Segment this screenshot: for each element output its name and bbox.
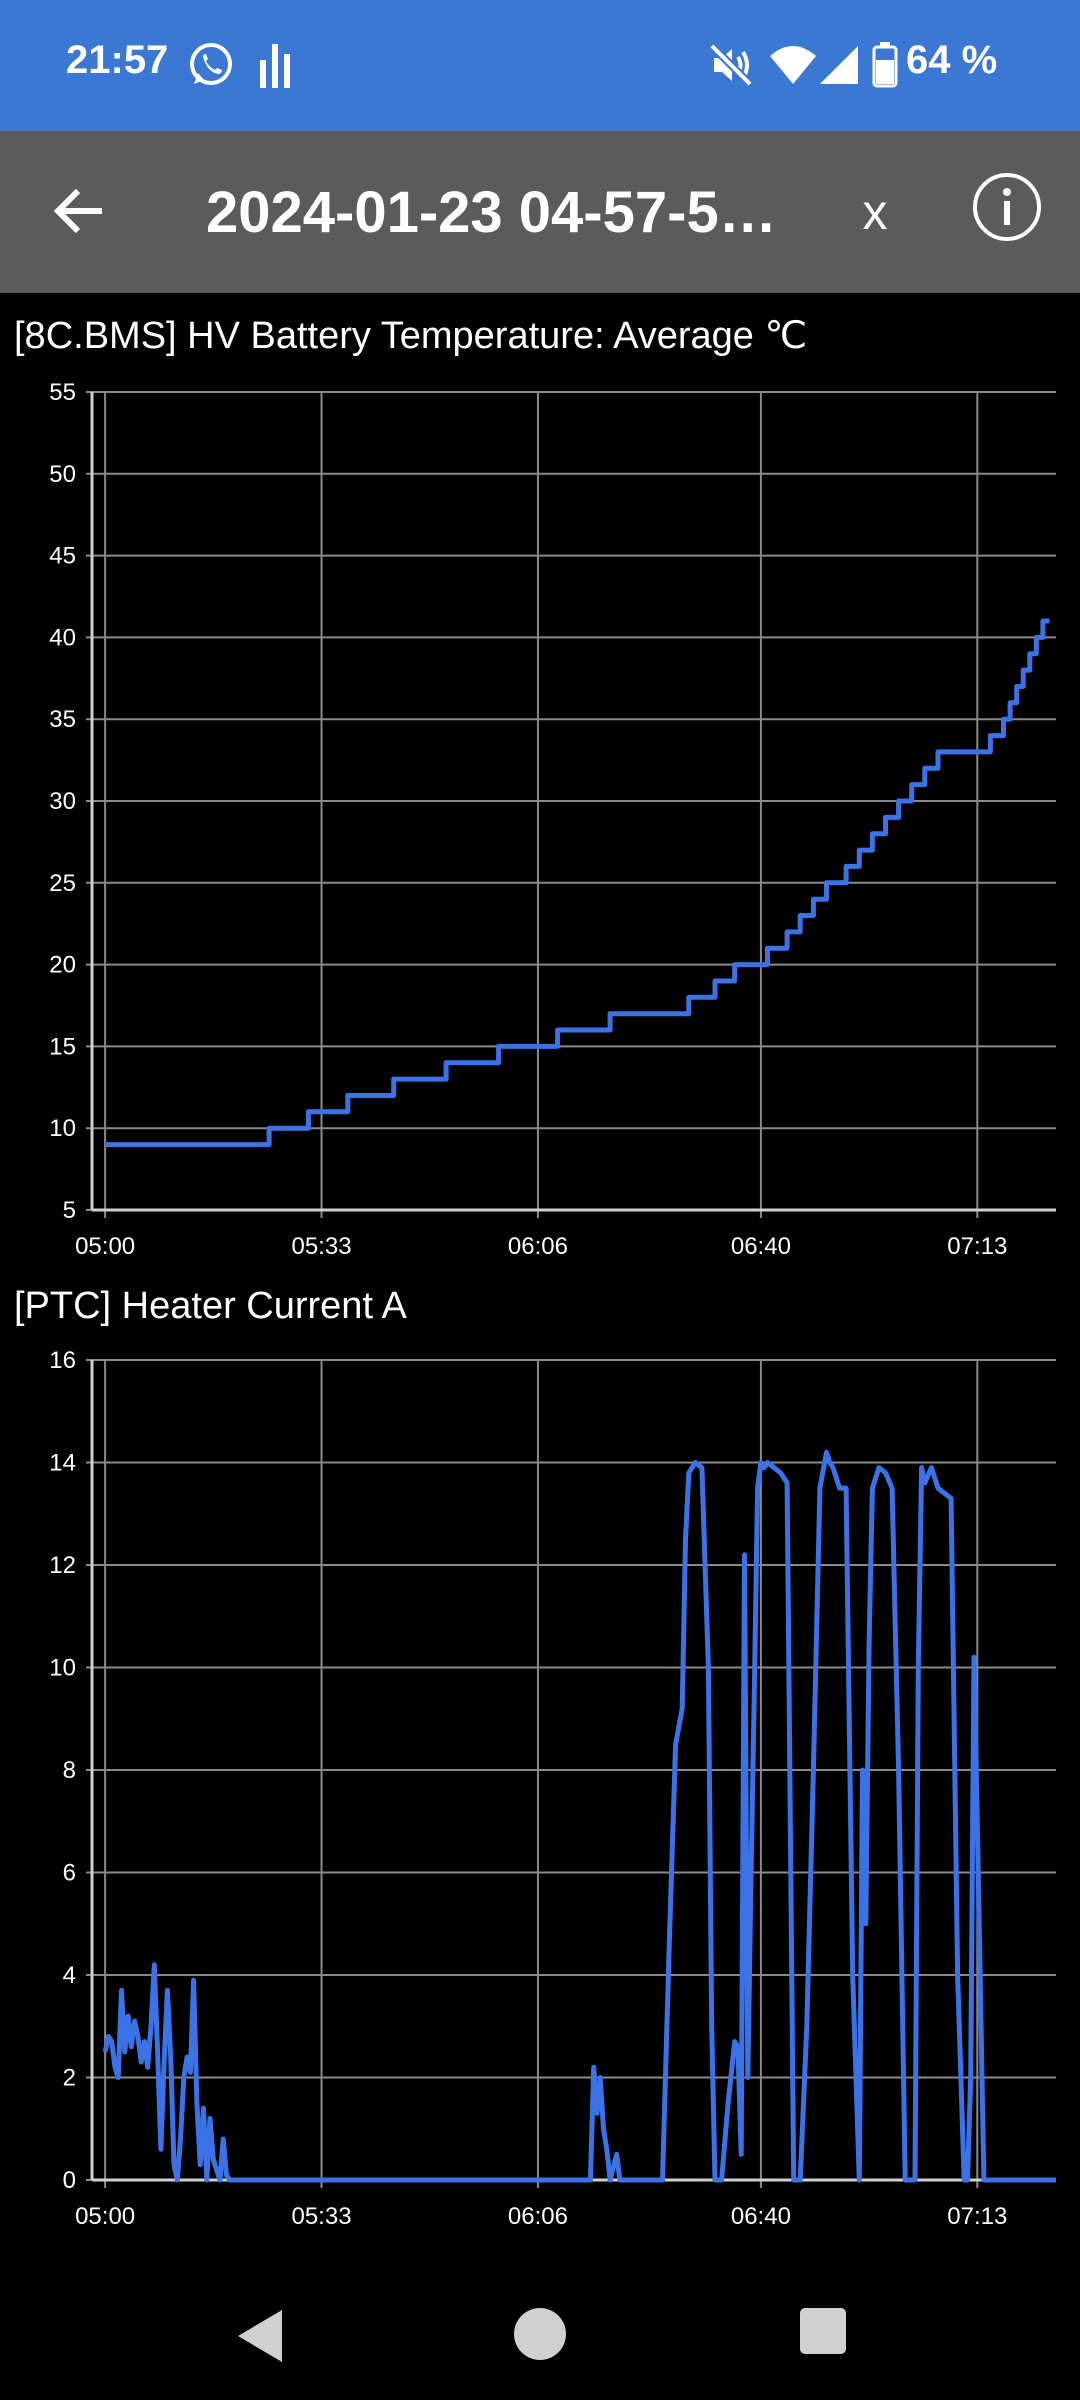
- series-line: [105, 618, 1050, 1148]
- whatsapp-icon: [190, 43, 232, 85]
- close-button[interactable]: x: [862, 184, 888, 240]
- series-line: [102, 1449, 1056, 2183]
- y-tick-label: 0: [63, 2167, 76, 2194]
- nav-back-icon[interactable]: [232, 2306, 292, 2366]
- chart-title-heater-current: [PTC] Heater Current A: [14, 1285, 407, 1327]
- chart-title-battery-temperature: [8C.BMS] HV Battery Temperature: Average…: [14, 315, 808, 357]
- navigation-bar: [0, 2270, 1080, 2400]
- signal-icon: [820, 46, 858, 84]
- chart-battery-temperature: 5 10 15 20 25 30 35 40 45 50 55 05:00 05:33 06:06 06:4…: [49, 379, 1056, 1260]
- y-tick-label: 16: [49, 1347, 76, 1374]
- x-tick-label: 06:06: [508, 2203, 568, 2230]
- status-time: 21:57: [66, 38, 169, 82]
- y-tick-label: 40: [49, 624, 76, 651]
- y-tick-label: 2: [63, 2065, 76, 2092]
- x-tick-label: 07:13: [947, 1233, 1007, 1260]
- x-tick-label: 06:40: [731, 1233, 791, 1260]
- status-bar: 21:57 64 %: [0, 0, 1080, 131]
- y-tick-label: 10: [49, 1115, 76, 1142]
- y-tick-label: 45: [49, 543, 76, 570]
- y-tick-label: 6: [63, 1860, 76, 1887]
- y-tick-label: 35: [49, 706, 76, 733]
- chart-heater-current: 0 2 4 6 8 10 12 14 16 05:00 05:33 06:06 06:40 07:13: [49, 1347, 1056, 2230]
- battery-icon: [872, 42, 898, 88]
- nav-recents-icon[interactable]: [800, 2308, 846, 2354]
- battery-percentage: 64 %: [906, 38, 998, 82]
- y-tick-label: 4: [63, 1962, 76, 1989]
- y-tick-label: 8: [63, 1757, 76, 1784]
- info-icon[interactable]: [972, 172, 1042, 242]
- y-tick-label: 30: [49, 788, 76, 815]
- x-tick-label: 05:33: [291, 1233, 351, 1260]
- back-arrow-icon[interactable]: [40, 171, 120, 251]
- x-tick-label: 07:13: [947, 2203, 1007, 2230]
- y-tick-label: 5: [63, 1197, 76, 1224]
- y-tick-label: 20: [49, 952, 76, 979]
- x-tick-label: 06:06: [508, 1233, 568, 1260]
- y-tick-label: 55: [49, 379, 76, 406]
- bars-icon: [260, 44, 290, 88]
- x-tick-label: 05:33: [291, 2203, 351, 2230]
- app-bar: 2024-01-23 04-57-5… x: [0, 131, 1080, 293]
- page-title: 2024-01-23 04-57-5…: [206, 180, 777, 245]
- y-tick-label: 25: [49, 870, 76, 897]
- wifi-icon: [770, 46, 816, 84]
- nav-home-icon[interactable]: [512, 2306, 568, 2362]
- x-tick-label: 05:00: [75, 1233, 135, 1260]
- y-tick-label: 10: [49, 1655, 76, 1682]
- y-tick-label: 12: [49, 1552, 76, 1579]
- y-tick-label: 50: [49, 461, 76, 488]
- x-tick-label: 06:40: [731, 2203, 791, 2230]
- mute-icon: [709, 43, 753, 87]
- y-tick-label: 14: [49, 1450, 76, 1477]
- x-tick-label: 05:00: [75, 2203, 135, 2230]
- y-tick-label: 15: [49, 1033, 76, 1060]
